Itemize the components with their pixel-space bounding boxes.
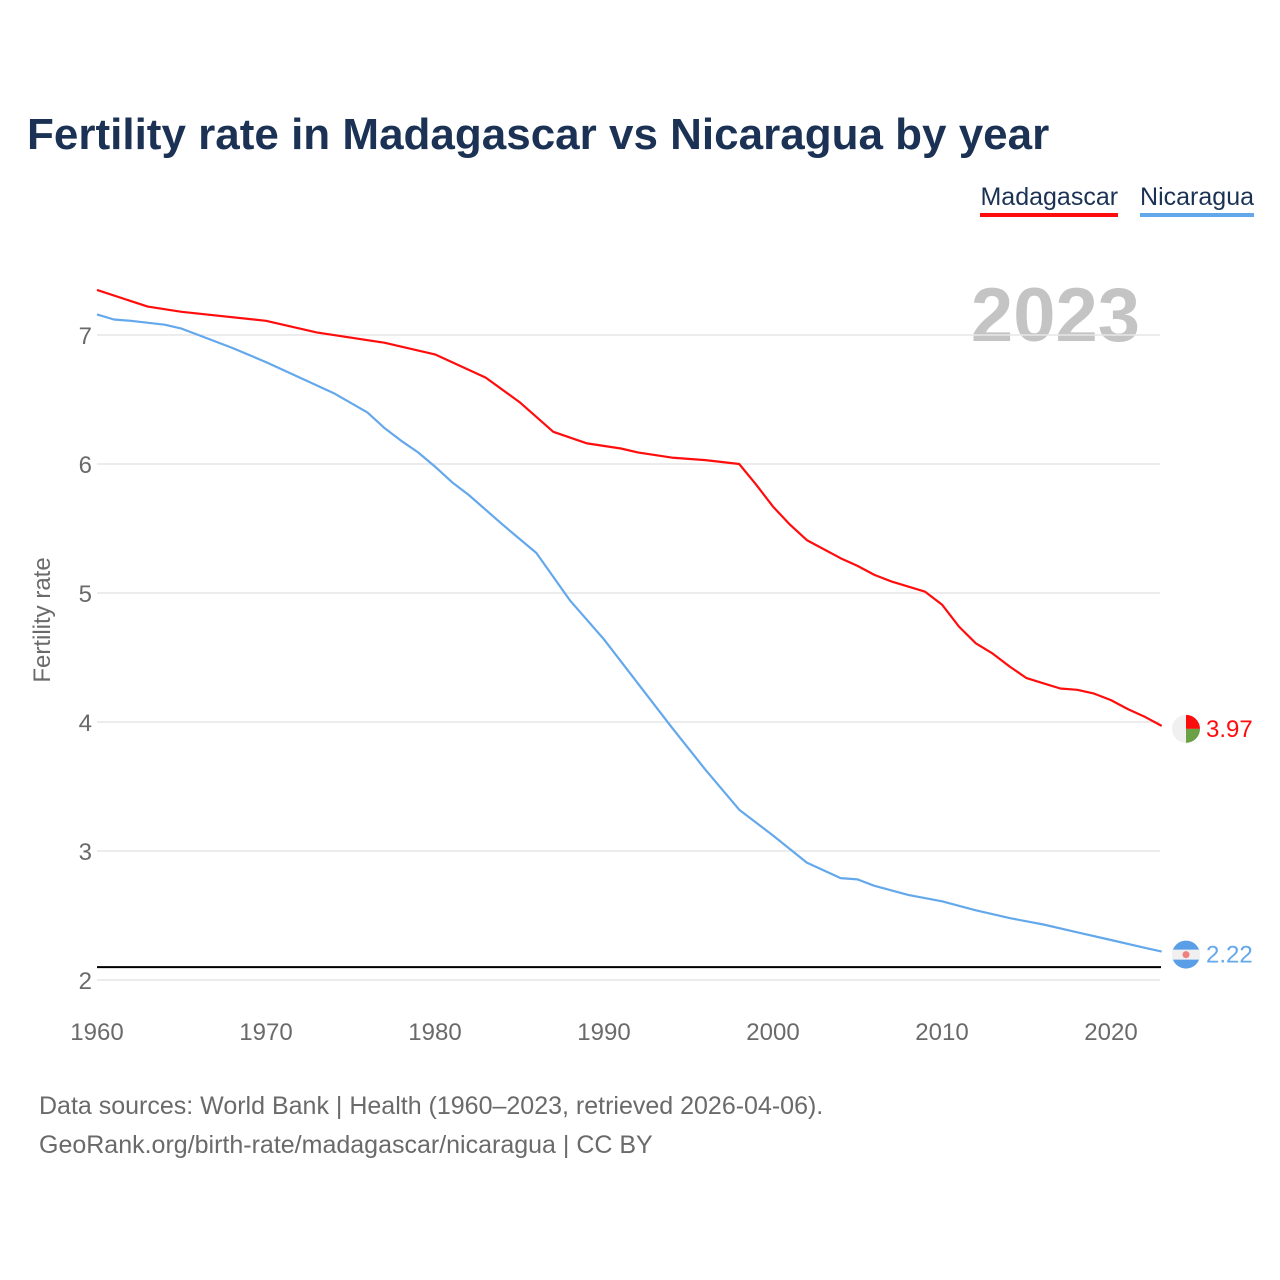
y-tick-label: 7 xyxy=(79,323,92,350)
y-axis-label: Fertility rate xyxy=(29,557,56,682)
footer-link[interactable]: GeoRank.org/birth-rate/madagascar/nicara… xyxy=(39,1131,653,1159)
legend-item-nicaragua[interactable]: Nicaragua xyxy=(1140,183,1254,217)
x-tick-label: 1990 xyxy=(577,1019,630,1046)
chart-title: Fertility rate in Madagascar vs Nicaragu… xyxy=(27,110,1050,159)
x-tick-label: 2020 xyxy=(1084,1019,1137,1046)
flag-red xyxy=(1186,714,1200,729)
footer-sources: Data sources: World Bank | Health (1960–… xyxy=(39,1092,824,1120)
x-tick-label: 1980 xyxy=(408,1019,461,1046)
y-tick-label: 6 xyxy=(79,452,92,479)
end-value-label: 2.22 xyxy=(1206,942,1253,969)
flag-nicaragua-icon xyxy=(1172,940,1200,969)
x-tick-label: 2010 xyxy=(915,1019,968,1046)
y-tick-label: 5 xyxy=(79,581,92,608)
y-tick-label: 2 xyxy=(79,968,92,995)
legend: Madagascar Nicaragua xyxy=(980,183,1254,217)
y-tick-label: 4 xyxy=(79,710,92,737)
flag-green xyxy=(1186,728,1200,743)
flag-madagascar-icon xyxy=(1172,714,1200,743)
y-tick-label: 3 xyxy=(79,839,92,866)
x-tick-label: 1970 xyxy=(239,1019,292,1046)
year-watermark: 2023 xyxy=(971,273,1140,358)
series-line-nicaragua xyxy=(96,313,1162,953)
x-tick-label: 1960 xyxy=(70,1019,123,1046)
footer: Data sources: World Bank | Health (1960–… xyxy=(39,1087,823,1165)
legend-item-madagascar[interactable]: Madagascar xyxy=(980,183,1119,217)
x-tick-label: 2000 xyxy=(746,1019,799,1046)
series-line-madagascar xyxy=(96,288,1163,727)
end-value-label: 3.97 xyxy=(1206,716,1253,743)
flag-emblem xyxy=(1182,951,1190,959)
